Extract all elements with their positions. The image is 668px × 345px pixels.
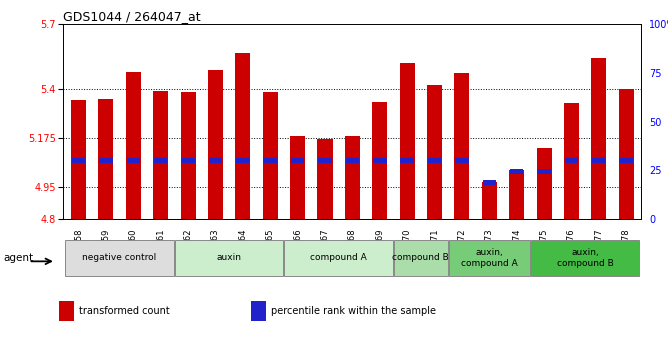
- Bar: [126, 72, 141, 219]
- Text: compound B: compound B: [393, 253, 449, 263]
- Text: transformed count: transformed count: [79, 306, 170, 316]
- Bar: [318, 158, 332, 163]
- Bar: [373, 158, 387, 163]
- Bar: [564, 103, 579, 219]
- Bar: [236, 158, 250, 163]
- Text: auxin,
compound A: auxin, compound A: [461, 248, 518, 268]
- Bar: [263, 92, 278, 219]
- Bar: [510, 169, 524, 174]
- Text: compound A: compound A: [311, 253, 367, 263]
- Bar: [399, 63, 415, 219]
- Bar: [345, 158, 359, 163]
- Text: negative control: negative control: [82, 253, 157, 263]
- Bar: [591, 58, 607, 219]
- Bar: [263, 158, 277, 163]
- Bar: [290, 136, 305, 219]
- Bar: [400, 158, 414, 163]
- Bar: [482, 180, 496, 185]
- Bar: [65, 240, 174, 276]
- Bar: [449, 240, 530, 276]
- Bar: [71, 100, 86, 219]
- Text: percentile rank within the sample: percentile rank within the sample: [271, 306, 436, 316]
- Bar: [126, 158, 140, 163]
- Bar: [251, 301, 267, 321]
- Bar: [99, 158, 113, 163]
- Bar: [531, 240, 639, 276]
- Bar: [592, 158, 606, 163]
- Text: auxin,
compound B: auxin, compound B: [556, 248, 613, 268]
- Bar: [208, 70, 223, 219]
- Bar: [235, 53, 250, 219]
- Bar: [285, 240, 393, 276]
- Bar: [536, 148, 552, 219]
- Text: agent: agent: [3, 253, 33, 263]
- Bar: [564, 158, 578, 163]
- Bar: [317, 139, 333, 219]
- Bar: [372, 102, 387, 219]
- Bar: [455, 158, 469, 163]
- Bar: [71, 158, 86, 163]
- Bar: [509, 170, 524, 219]
- Bar: [394, 240, 448, 276]
- Text: auxin: auxin: [216, 253, 242, 263]
- Bar: [180, 92, 196, 219]
- Bar: [181, 158, 195, 163]
- Bar: [537, 169, 551, 174]
- Bar: [291, 158, 305, 163]
- Bar: [154, 158, 168, 163]
- Bar: [59, 301, 74, 321]
- Bar: [427, 85, 442, 219]
- Bar: [619, 158, 633, 163]
- Bar: [98, 99, 114, 219]
- Bar: [619, 89, 634, 219]
- Bar: [175, 240, 283, 276]
- Bar: [454, 73, 470, 219]
- Bar: [482, 182, 497, 219]
- Bar: [345, 136, 360, 219]
- Bar: [153, 91, 168, 219]
- Bar: [428, 158, 442, 163]
- Text: GDS1044 / 264047_at: GDS1044 / 264047_at: [63, 10, 201, 23]
- Bar: [208, 158, 222, 163]
